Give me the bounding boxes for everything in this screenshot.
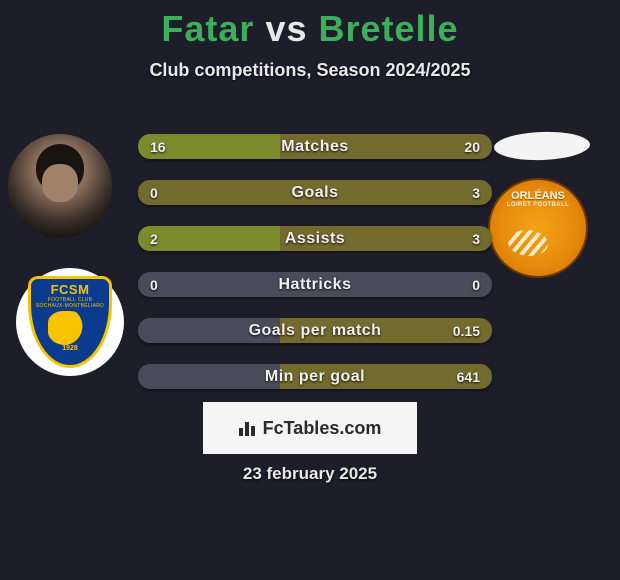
fcsm-label: FCSM <box>51 282 90 297</box>
stat-row: 00Hattricks <box>138 272 492 297</box>
stat-row: 0.15Goals per match <box>138 318 492 343</box>
stat-row: 641Min per goal <box>138 364 492 389</box>
stat-label: Assists <box>138 226 492 251</box>
orleans-sub: LOIRET FOOTBALL <box>507 202 569 208</box>
page-title: Fatar vs Bretelle <box>0 8 620 50</box>
orleans-wasp-icon <box>502 216 562 266</box>
stat-label: Hattricks <box>138 272 492 297</box>
title-player1: Fatar <box>161 8 254 49</box>
stat-row: 1620Matches <box>138 134 492 159</box>
player1-club-badge: FCSM FOOTBALL CLUB SOCHAUX-MONTBÉLIARD 1… <box>16 268 124 376</box>
player2-avatar-placeholder <box>494 130 591 161</box>
fctables-bars-icon <box>239 420 257 436</box>
stat-row: 23Assists <box>138 226 492 251</box>
fctables-watermark: FcTables.com <box>203 402 417 454</box>
footer-date: 23 february 2025 <box>0 464 620 484</box>
fcsm-lion-icon <box>48 311 92 345</box>
fctables-text: FcTables.com <box>263 418 382 439</box>
stat-label: Goals <box>138 180 492 205</box>
title-player2: Bretelle <box>319 8 459 49</box>
fcsm-sub2: SOCHAUX-MONTBÉLIARD <box>36 303 104 309</box>
stat-row: 03Goals <box>138 180 492 205</box>
stat-label: Min per goal <box>138 364 492 389</box>
subtitle: Club competitions, Season 2024/2025 <box>0 60 620 81</box>
orleans-label: ORLÉANS <box>511 190 565 202</box>
comparison-chart: 1620Matches 03Goals 23Assists 00Hattricks 0.… <box>138 134 492 410</box>
fcsm-shield: FCSM FOOTBALL CLUB SOCHAUX-MONTBÉLIARD 1… <box>28 276 112 368</box>
stat-label: Matches <box>138 134 492 159</box>
fcsm-year: 1928 <box>62 345 78 352</box>
player2-club-badge: ORLÉANS LOIRET FOOTBALL <box>488 178 588 278</box>
stat-label: Goals per match <box>138 318 492 343</box>
title-vs: vs <box>265 8 307 49</box>
player1-avatar <box>8 134 112 238</box>
